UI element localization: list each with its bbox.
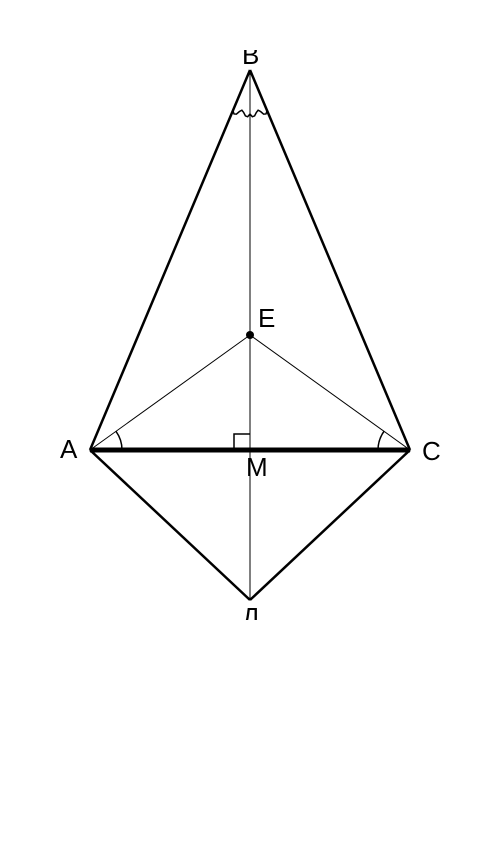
svg-text:С: С — [422, 436, 441, 466]
geometry-diagram: А В С Д Е М — [40, 50, 460, 620]
svg-text:Д: Д — [242, 602, 260, 620]
points — [246, 331, 254, 339]
svg-text:В: В — [242, 50, 259, 70]
diagram-svg: А В С Д Е М — [40, 50, 460, 620]
svg-text:М: М — [246, 452, 268, 482]
svg-text:Е: Е — [258, 303, 275, 333]
svg-text:А: А — [60, 434, 78, 464]
